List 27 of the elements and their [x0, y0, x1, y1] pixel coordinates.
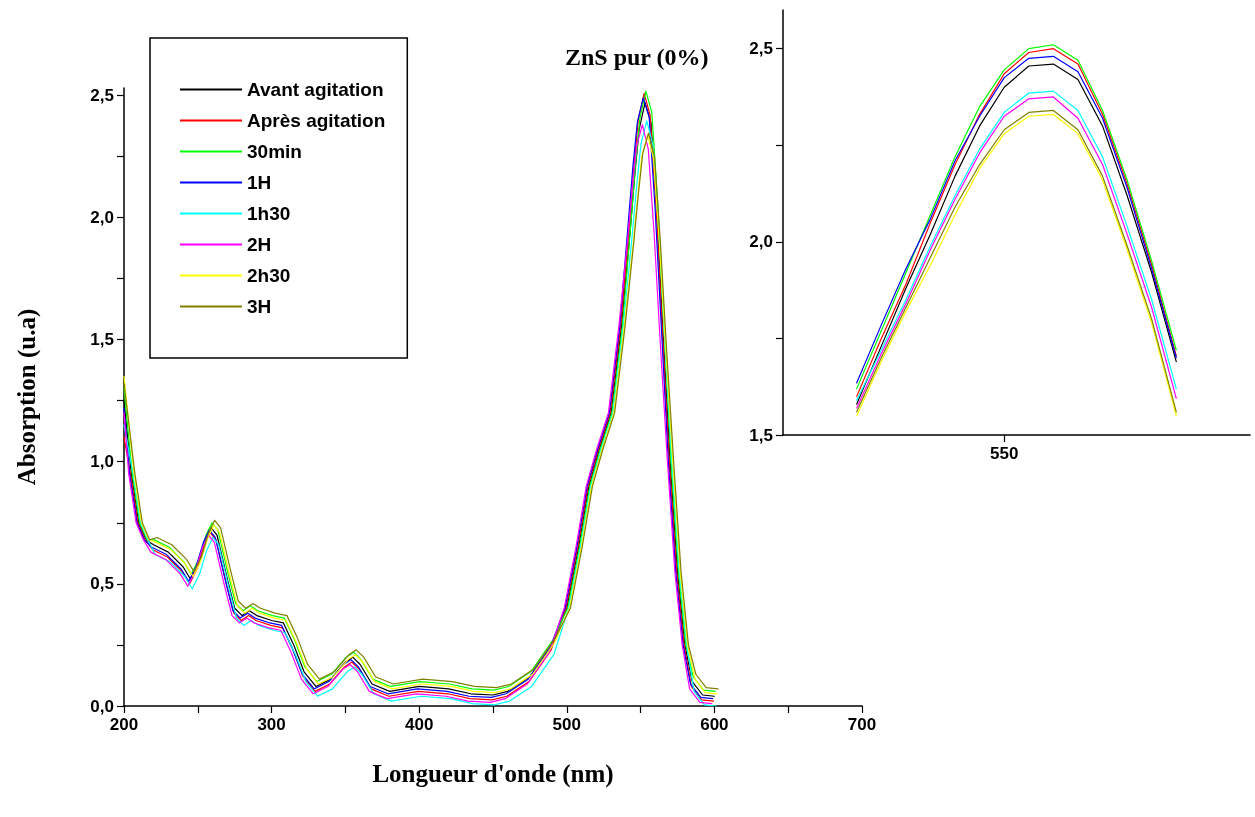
x-tick-label: 300 — [257, 715, 286, 734]
x-tick-label: 400 — [405, 715, 434, 734]
y-tick-label: 0,5 — [90, 574, 114, 594]
legend-label: 30min — [247, 141, 302, 162]
x-tick-label: 500 — [552, 715, 581, 734]
legend-label: Avant agitation — [247, 79, 384, 100]
y-tick-label: 0,0 — [90, 696, 114, 716]
y-tick-label: 2,0 — [90, 207, 114, 227]
legend-label: 2h30 — [247, 265, 291, 286]
legend-label: 2H — [247, 234, 272, 255]
y-tick-label: 1,5 — [749, 425, 773, 445]
y-tick-label: 2,5 — [90, 85, 114, 105]
y-tick-label: 1,5 — [90, 330, 114, 350]
legend-label: 1H — [247, 172, 272, 193]
x-tick-label: 550 — [990, 444, 1019, 463]
chart-title: ZnS pur (0%) — [564, 44, 709, 70]
y-tick-label: 2,0 — [749, 232, 773, 252]
y-tick-label: 2,5 — [749, 39, 773, 59]
y-axis-title: Absorption (u.a) — [13, 308, 41, 486]
y-tick-label: 1,0 — [90, 452, 114, 472]
x-tick-label: 700 — [847, 715, 877, 734]
legend-label: Après agitation — [247, 110, 386, 131]
x-axis-title: Longueur d'onde (nm) — [372, 760, 614, 788]
legend-label: 3H — [247, 296, 272, 317]
x-tick-label: 200 — [109, 715, 139, 734]
legend-label: 1h30 — [247, 203, 291, 224]
x-tick-label: 600 — [700, 715, 729, 734]
